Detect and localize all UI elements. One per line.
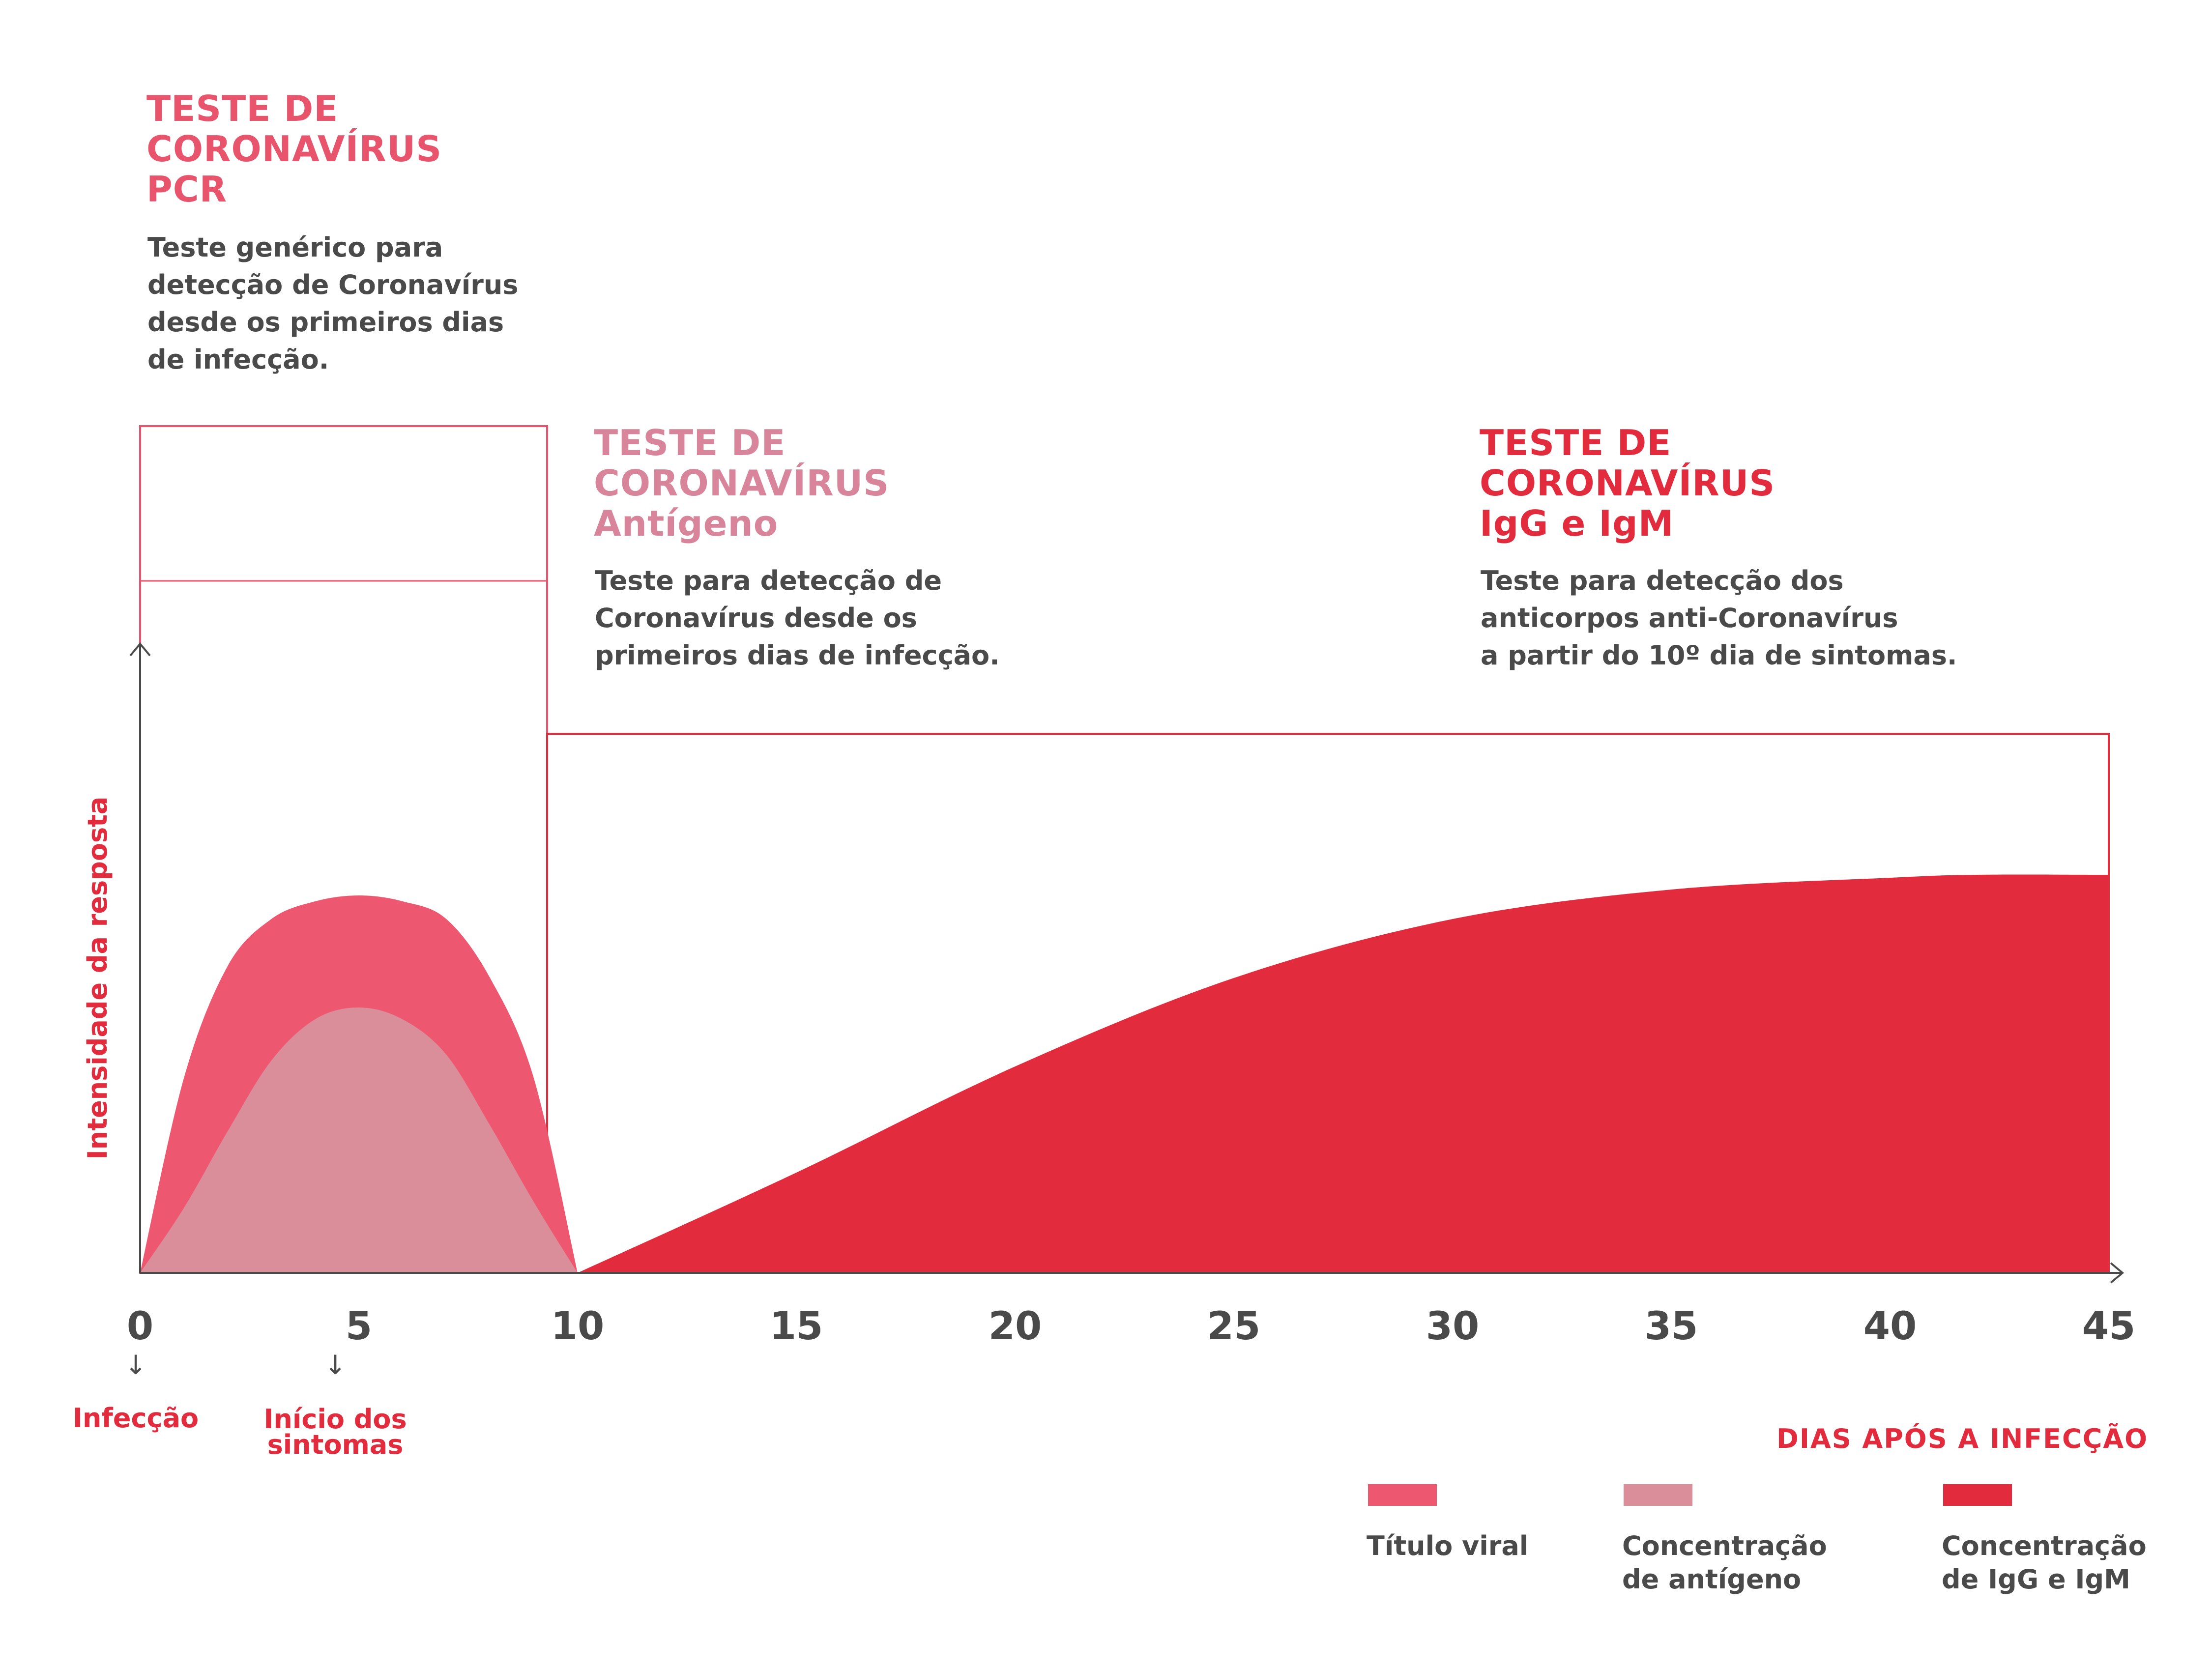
antigen-description-line: primeiros dias de infecção. (595, 640, 1000, 671)
antigen-description-line: Coronavírus desde os (595, 603, 917, 633)
igg-description: Teste para detecção dos anticorpos anti-… (1481, 562, 1957, 674)
symptoms-label-line: Início dos (263, 1404, 407, 1435)
legend-label-igg: Concentração de IgG e IgM (1942, 1529, 2147, 1596)
x-tick-label: 20 (989, 1304, 1042, 1349)
x-tick-label: 0 (127, 1304, 153, 1349)
legend-swatch (1624, 1484, 1692, 1506)
x-tick-labels: 0 5 10 15 20 25 30 35 40 45 (127, 1304, 2135, 1349)
axes (129, 642, 2125, 1284)
series-area-igg-igm (578, 874, 2109, 1273)
symptoms-arrow: ↓ (324, 1350, 347, 1381)
legend-swatch (1368, 1484, 1437, 1506)
legend (1368, 1484, 2012, 1506)
pcr-title-line: PCR (146, 169, 228, 210)
igg-description-line: Teste para detecção dos (1481, 565, 1844, 596)
x-tick-label: 35 (1645, 1304, 1698, 1349)
antigen-description: Teste para detecção de Coronavírus desde… (595, 562, 1000, 674)
igg-description-line: a partir do 10º dia de sintomas. (1481, 640, 1957, 671)
legend-label-line: Concentração (1942, 1530, 2147, 1561)
pcr-title-line: TESTE DE (146, 88, 339, 129)
igg-description-line: anticorpos anti-Coronavírus (1481, 603, 1898, 633)
infection-label: Infecção (72, 1403, 199, 1434)
igg-title-line: CORONAVÍRUS (1480, 462, 1775, 504)
legend-label-line: de antígeno (1622, 1564, 1802, 1595)
legend-label-viral: Título viral (1367, 1529, 1528, 1563)
igg-title: TESTE DE CORONAVÍRUS IgG e IgM (1480, 423, 1775, 544)
pcr-title-line: CORONAVÍRUS (146, 128, 442, 170)
series-area-antigen (140, 1007, 578, 1273)
x-axis-title: DIAS APÓS A INFECÇÃO (1776, 1423, 2148, 1454)
x-tick-label: 25 (1207, 1304, 1261, 1349)
pcr-description-line: Teste genérico para (147, 232, 443, 263)
x-tick-label: 10 (551, 1304, 605, 1349)
pcr-description: Teste genérico para detecção de Coronaví… (147, 229, 518, 378)
antigen-title-line: CORONAVÍRUS (594, 462, 890, 504)
legend-label-line: Título viral (1367, 1530, 1529, 1561)
pcr-description-line: detecção de Coronavírus (147, 269, 519, 300)
legend-label-antigen: Concentração de antígeno (1622, 1529, 1827, 1596)
legend-label-line: de IgG e IgM (1942, 1564, 2130, 1595)
symptoms-label: Início dos sintomas (247, 1404, 424, 1460)
y-axis-arrowhead (129, 642, 151, 657)
infection-arrow: ↓ (124, 1350, 147, 1381)
symptoms-label-line: sintomas (267, 1429, 404, 1460)
y-axis-title: Intensidade da resposta (82, 796, 113, 1160)
x-tick-label: 30 (1426, 1304, 1480, 1349)
x-tick-label: 5 (346, 1304, 372, 1349)
pcr-description-line: de infecção. (147, 344, 329, 375)
x-tick-label: 45 (2082, 1304, 2136, 1349)
legend-swatch (1943, 1484, 2012, 1506)
igg-title-line: IgG e IgM (1480, 503, 1674, 544)
x-tick-label: 15 (770, 1304, 823, 1349)
pcr-title: TESTE DE CORONAVÍRUS PCR (146, 88, 442, 209)
antigen-description-line: Teste para detecção de (595, 565, 942, 596)
legend-label-line: Concentração (1622, 1530, 1827, 1561)
x-tick-label: 40 (1863, 1304, 1917, 1349)
igg-title-line: TESTE DE (1480, 422, 1672, 463)
series-areas (140, 874, 2109, 1273)
pcr-description-line: desde os primeiros dias (147, 307, 504, 338)
antigen-title-line: TESTE DE (594, 422, 786, 463)
antigen-title-line: Antígeno (594, 503, 779, 544)
antigen-title: TESTE DE CORONAVÍRUS Antígeno (594, 423, 889, 544)
x-axis-arrowhead (2110, 1262, 2125, 1284)
